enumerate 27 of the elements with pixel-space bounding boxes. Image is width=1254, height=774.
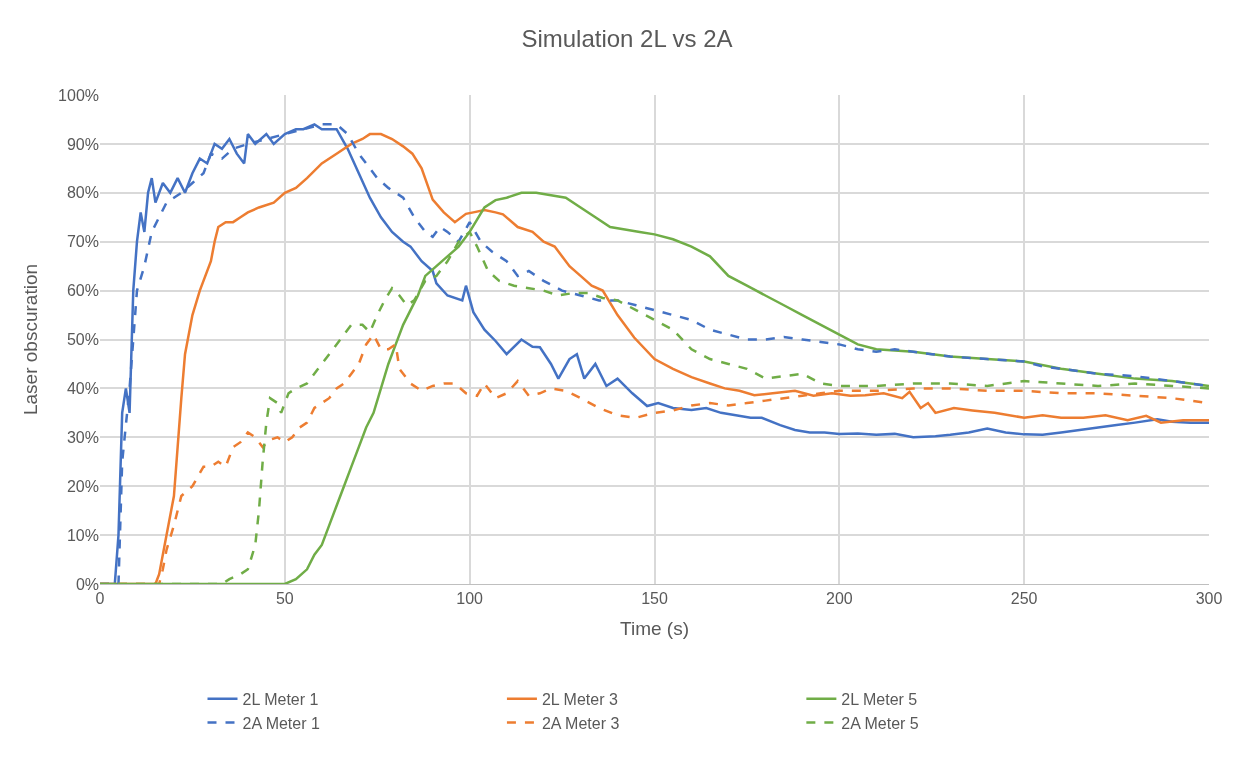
y-tick-label: 60% [66,282,99,300]
y-tick-label: 50% [66,331,99,349]
x-tick-label: 50 [275,590,294,608]
legend-label: 2L Meter 5 [841,690,918,708]
y-tick-label: 30% [66,428,99,446]
x-axis-title: Time (s) [620,618,689,639]
chart-title: Simulation 2L vs 2A [521,25,733,53]
legend-label: 2L Meter 3 [541,690,618,708]
legend-label: 2A Meter 1 [242,714,320,732]
x-tick-label: 150 [641,590,668,608]
x-tick-label: 100 [456,590,484,608]
y-tick-label: 80% [66,184,99,202]
y-tick-label: 100% [58,86,99,104]
y-tick-label: 10% [66,526,99,544]
x-tick-label: 300 [1195,590,1223,608]
y-tick-label: 0% [75,575,99,593]
x-tick-label: 0 [95,590,105,608]
y-tick-label: 40% [66,380,99,397]
x-tick-label: 200 [825,590,853,608]
legend-label: 2A Meter 5 [841,714,919,732]
y-tick-label: 20% [66,477,99,495]
x-tick-label: 250 [1010,590,1038,608]
legend-label: 2A Meter 3 [541,714,620,732]
y-tick-label: 70% [66,233,99,251]
y-axis-title: Laser obscuration [19,263,41,416]
legend-label: 2L Meter 1 [242,690,319,708]
y-tick-label: 90% [66,135,99,153]
